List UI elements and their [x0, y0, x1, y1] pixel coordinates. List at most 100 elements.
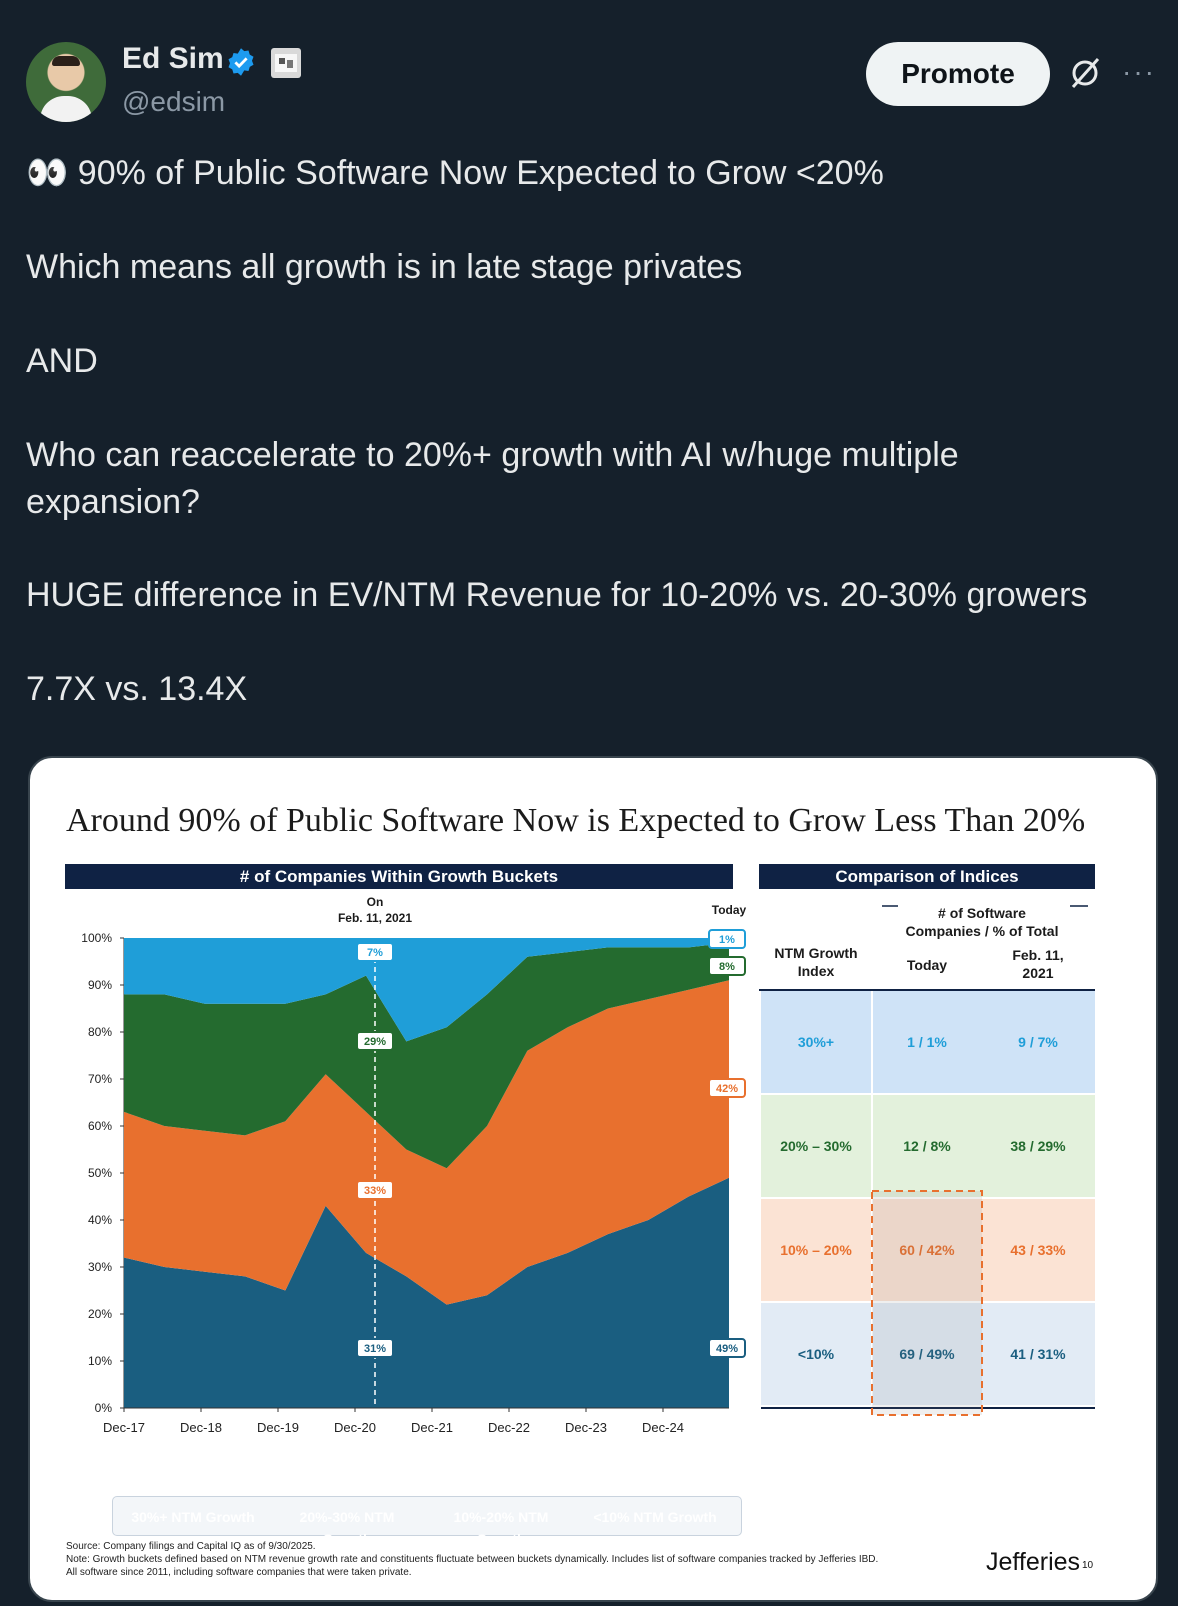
on-label: On [367, 895, 384, 909]
table-row [761, 1095, 1095, 1197]
flag-icon [271, 48, 301, 78]
col-today-header: Today [907, 957, 947, 973]
callout-box [356, 1180, 394, 1200]
note-line-1: Note: Growth buckets defined based on NT… [66, 1554, 879, 1565]
left-panel-header: # of Companies Within Growth Buckets [65, 864, 733, 889]
y-tick-label: 30% [88, 1260, 112, 1274]
y-tick-label: 50% [88, 1166, 112, 1180]
avatar-shirt [40, 96, 92, 122]
jefferies-logo: Jefferies [986, 1548, 1081, 1576]
x-tick-label: Dec-20 [334, 1420, 376, 1435]
table-row [761, 991, 1095, 1093]
x-tick-label: Dec-19 [257, 1420, 299, 1435]
right-panel-header: Comparison of Indices [759, 864, 1095, 889]
promote-button[interactable]: Promote [866, 42, 1050, 106]
legend-30plus: 30%+ NTM Growth [131, 1509, 255, 1525]
tweet-line-6: 7.7X vs. 13.4X [26, 670, 248, 708]
y-tick-label: 70% [88, 1072, 112, 1086]
table-cell: 12 / 8% [903, 1138, 951, 1154]
area-series-0 [124, 1177, 729, 1408]
callouts: 7% 1% 29% 8% 33% 42% 31% 49% [356, 929, 746, 1358]
y-tick-label: 20% [88, 1307, 112, 1321]
x-tick-label: Dec-22 [488, 1420, 530, 1435]
callout-box [356, 1338, 394, 1358]
legend-under10: <10% NTM Growth [593, 1509, 717, 1525]
table-cell: 30%+ [798, 1034, 834, 1050]
table-cell: 43 / 33% [1010, 1242, 1066, 1258]
chart-title: Around 90% of Public Software Now is Exp… [66, 802, 1086, 839]
on-date-label: Feb. 11, 2021 [338, 911, 412, 925]
callout-label: 29% [364, 1036, 386, 1048]
table-cell: <10% [798, 1346, 835, 1362]
callout-label: 8% [719, 961, 735, 973]
area-series-2 [124, 942, 729, 1169]
callout-box [708, 1338, 746, 1358]
col-feb-header: Feb. 11, 2021 [1012, 947, 1063, 981]
callout-label: 49% [716, 1343, 738, 1355]
stacked-area-chart: 0% 10% 20% 30% 40% 50% 60% 70% 80% 90% 100% Dec-17… [81, 895, 1095, 1435]
table-row [761, 1303, 1095, 1405]
callout-label: 33% [364, 1185, 386, 1197]
table-cell: 9 / 7% [1018, 1034, 1058, 1050]
y-tick-label: 90% [88, 978, 112, 992]
table-cell: 38 / 29% [1010, 1138, 1066, 1154]
tweet-line-2: Which means all growth is in late stage … [26, 248, 743, 286]
callout-box [708, 1078, 746, 1098]
avatar-hair [52, 56, 80, 66]
source-notes: Source: Company filings and Capital IQ a… [66, 1540, 966, 1579]
callout-label: 7% [367, 947, 383, 959]
legend-20-30: 20%-30% NTM Growth [299, 1509, 395, 1547]
author-handle[interactable]: @edsim [122, 86, 226, 117]
col-index-header: NTM Growth Index [774, 945, 857, 979]
tweet-line-3: AND [26, 342, 98, 380]
x-tick-label: Dec-18 [180, 1420, 222, 1435]
x-tick-label: Dec-24 [642, 1420, 684, 1435]
tweet-line-5: HUGE difference in EV/NTM Revenue for 10… [26, 576, 1088, 614]
col-span-header: # of Software Companies / % of Total [906, 905, 1059, 939]
table-rows: 30%+ 1 / 1% 9 / 7% 20% – 30% 12 / 8% 38 / 29%… [761, 991, 1095, 1409]
highlight-box [871, 1190, 983, 1416]
table-cell: 20% – 30% [780, 1138, 852, 1154]
callout-label: 42% [716, 1083, 738, 1095]
more-icon[interactable]: ··· [1122, 56, 1156, 87]
table-row [761, 1199, 1095, 1301]
y-axis: 0% 10% 20% 30% 40% 50% 60% 70% 80% 90% 100% [81, 931, 125, 1415]
page-number: 10 [1082, 1560, 1094, 1571]
source-line: Source: Company filings and Capital IQ a… [66, 1541, 316, 1552]
area-series-3 [124, 938, 729, 1042]
x-axis: Dec-17 Dec-18 Dec-19 Dec-20 Dec-21 Dec-22 Dec-… [103, 1407, 729, 1435]
tweet-line-4: Who can reaccelerate to 20%+ growth with… [26, 436, 959, 521]
series-areas [124, 938, 729, 1408]
table-cell: 60 / 42% [899, 1242, 955, 1258]
legend-10-20: 10%-20% NTM Growth [453, 1509, 549, 1547]
chart-legend: 30%+ NTM Growth 20%-30% NTM Growth 10%-2… [112, 1496, 742, 1547]
tweet-line-1: 👀 90% of Public Software Now Expected to… [26, 154, 884, 192]
author-name[interactable]: Ed Sim [122, 42, 224, 75]
y-tick-label: 100% [81, 931, 112, 945]
y-tick-label: 40% [88, 1213, 112, 1227]
callout-label: 31% [364, 1343, 386, 1355]
x-tick-label: Dec-17 [103, 1420, 145, 1435]
callout-box [708, 956, 746, 976]
table-cell: 1 / 1% [907, 1034, 947, 1050]
today-label: Today [712, 903, 747, 917]
callout-box [356, 942, 394, 962]
avatar[interactable] [26, 42, 106, 122]
callout-box [356, 1031, 394, 1051]
y-tick-label: 80% [88, 1025, 112, 1039]
verified-icon [228, 48, 254, 76]
x-tick-label: Dec-23 [565, 1420, 607, 1435]
table-cell: 69 / 49% [899, 1346, 955, 1362]
callout-box [708, 929, 746, 949]
grok-icon[interactable] [1068, 56, 1102, 90]
x-tick-label: Dec-21 [411, 1420, 453, 1435]
note-line-2: All software since 2011, including softw… [66, 1567, 412, 1578]
y-tick-label: 10% [88, 1354, 112, 1368]
table-cell: 10% – 20% [780, 1242, 852, 1258]
area-series-1 [124, 980, 729, 1305]
callout-label: 1% [719, 934, 735, 946]
table-cell: 41 / 31% [1010, 1346, 1066, 1362]
y-tick-label: 0% [95, 1401, 113, 1415]
chart-image-card[interactable]: Around 90% of Public Software Now is Exp… [28, 756, 1158, 1602]
y-tick-label: 60% [88, 1119, 112, 1133]
